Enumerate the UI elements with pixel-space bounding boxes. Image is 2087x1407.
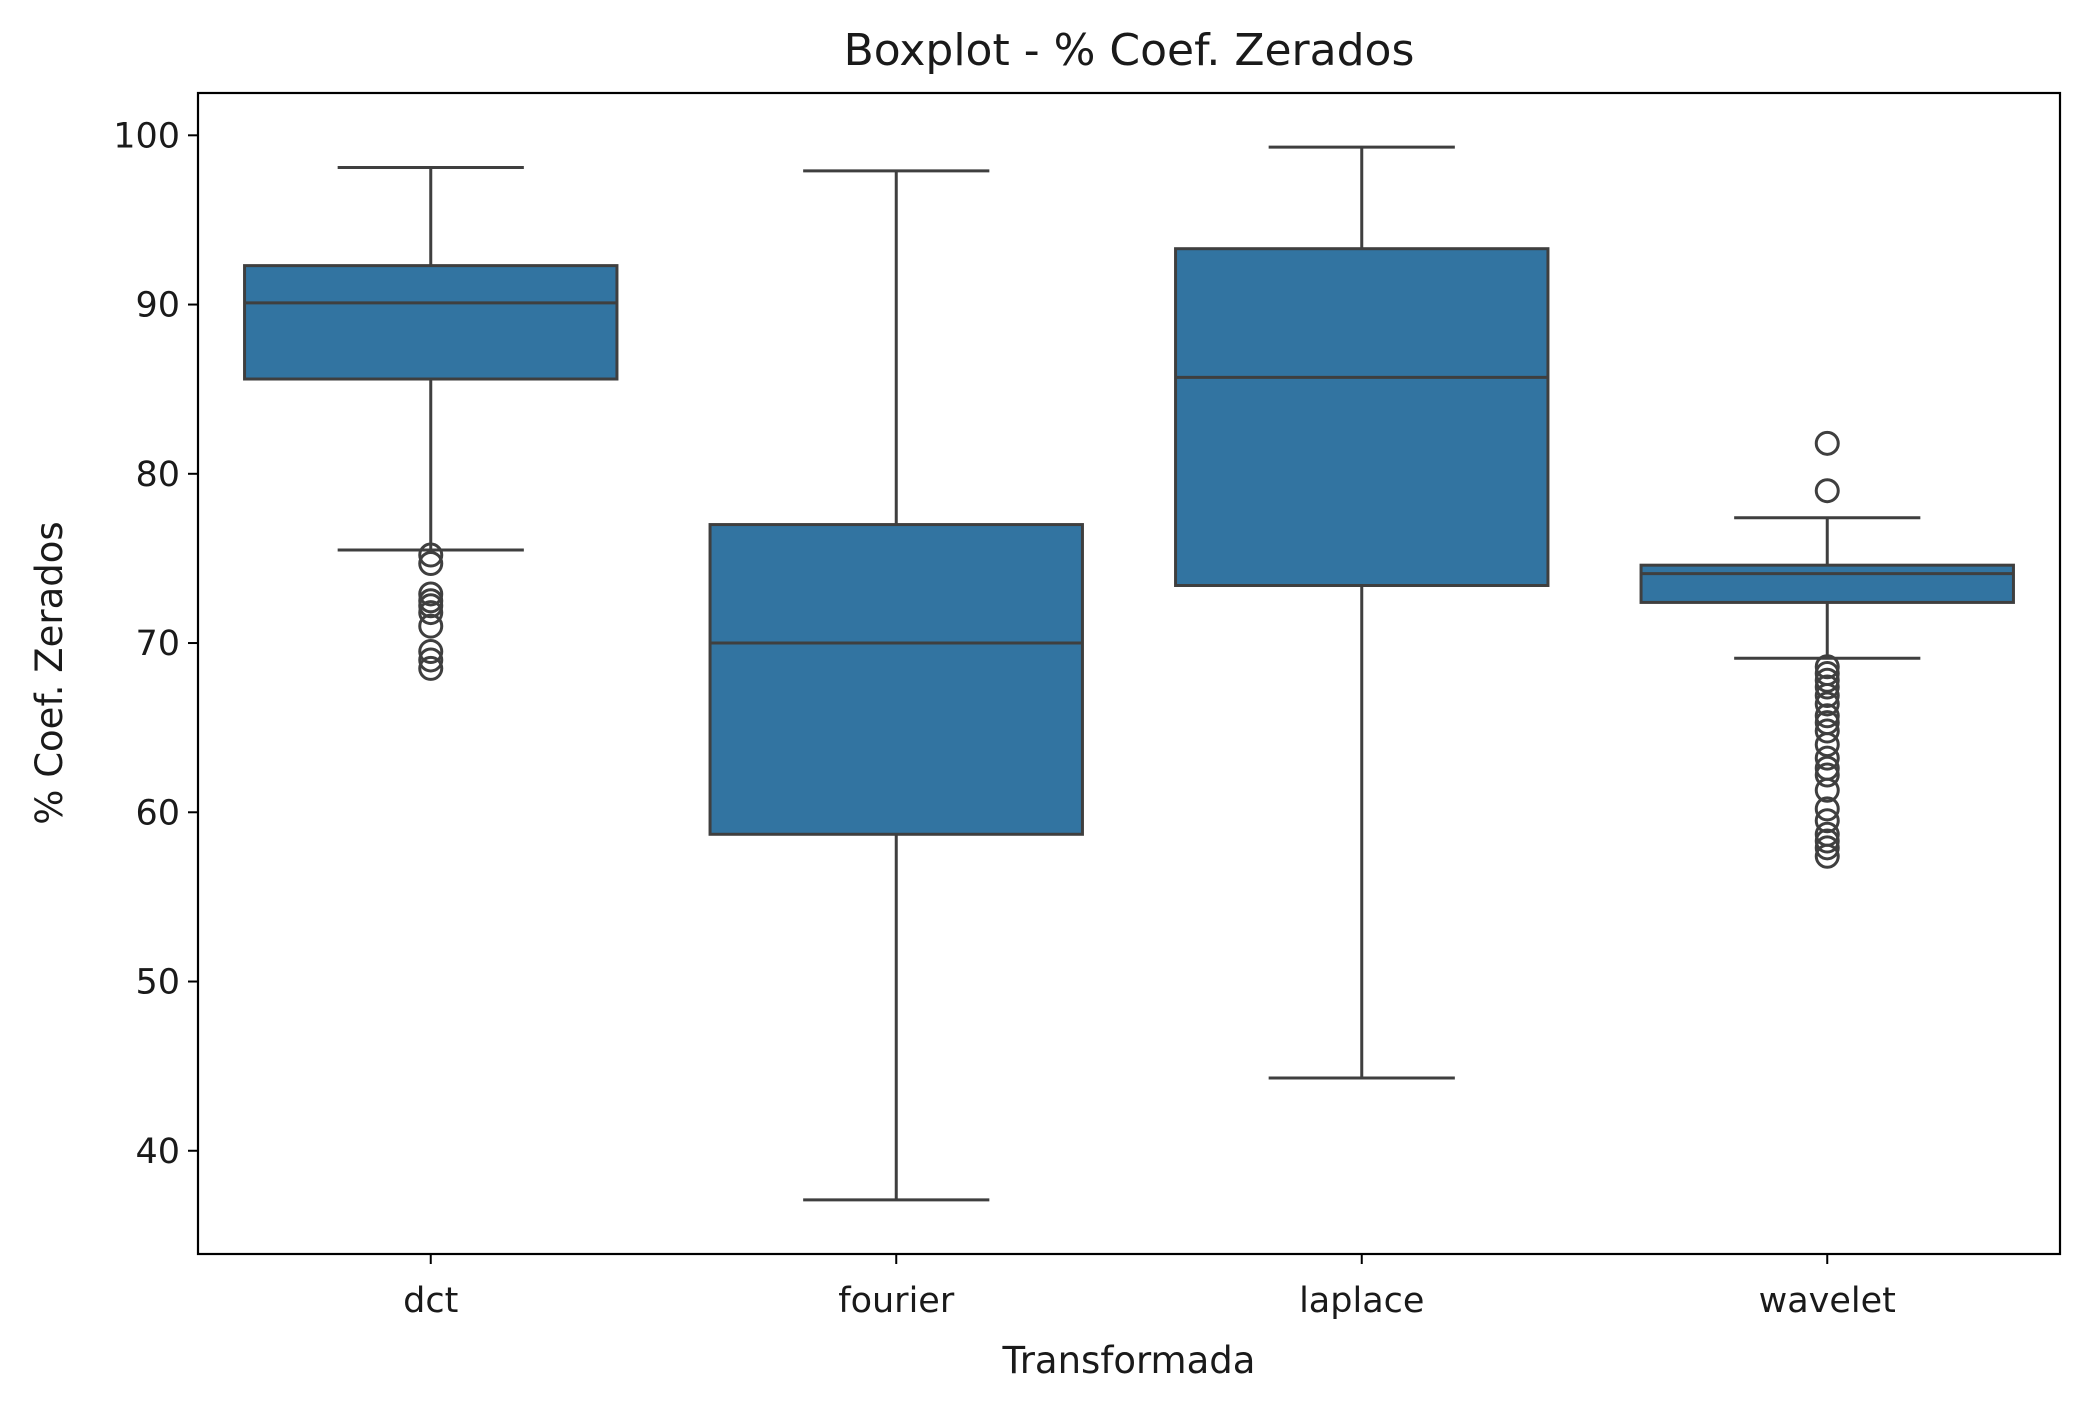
box-iqr bbox=[1639, 563, 2015, 604]
outlier-point bbox=[418, 550, 444, 576]
outlier-point bbox=[1814, 674, 1840, 700]
outlier-point bbox=[1814, 828, 1840, 854]
box-group-laplace bbox=[1174, 145, 1550, 1080]
chart-title: Boxplot - % Coef. Zerados bbox=[844, 25, 1415, 76]
outlier-point bbox=[1814, 777, 1840, 803]
outlier-point bbox=[1814, 796, 1840, 822]
x-tick-label: wavelet bbox=[1759, 1281, 1896, 1321]
x-tick-label: dct bbox=[403, 1281, 458, 1321]
outlier-point bbox=[1814, 654, 1840, 680]
outlier-point bbox=[1814, 718, 1840, 744]
outlier-point bbox=[1814, 745, 1840, 771]
y-tick-label: 40 bbox=[135, 1132, 180, 1172]
outlier-point bbox=[418, 655, 444, 681]
outlier-point bbox=[1814, 667, 1840, 693]
outlier-point bbox=[418, 581, 444, 607]
outlier-point bbox=[1814, 430, 1840, 456]
outlier-point bbox=[1814, 762, 1840, 788]
outlier-point bbox=[418, 647, 444, 673]
x-tick-label: laplace bbox=[1299, 1281, 1424, 1321]
box-iqr bbox=[708, 523, 1084, 836]
outlier-point bbox=[1814, 478, 1840, 504]
outlier-point bbox=[1814, 808, 1840, 834]
y-tick-label: 70 bbox=[135, 624, 180, 664]
y-tick-label: 100 bbox=[113, 116, 180, 156]
outlier-point bbox=[1814, 703, 1840, 729]
box-group-dct bbox=[243, 165, 619, 681]
box-group-wavelet bbox=[1639, 430, 2015, 869]
plot-area bbox=[243, 145, 2015, 1202]
y-axis: 40 50 60 70 80 90 100 bbox=[113, 116, 198, 1172]
outlier-point bbox=[418, 638, 444, 664]
outlier-point bbox=[1814, 691, 1840, 717]
x-tick-label: fourier bbox=[838, 1281, 955, 1321]
box-iqr bbox=[1174, 247, 1550, 587]
y-tick-label: 50 bbox=[135, 963, 180, 1003]
box-group-fourier bbox=[708, 169, 1084, 1202]
outlier-point bbox=[1814, 732, 1840, 758]
outlier-point bbox=[1814, 683, 1840, 709]
y-tick-label: 90 bbox=[135, 286, 180, 326]
y-tick-label: 80 bbox=[135, 455, 180, 495]
outlier-point bbox=[418, 542, 444, 568]
outlier-point bbox=[418, 593, 444, 619]
outlier-point bbox=[1814, 835, 1840, 861]
plot-frame bbox=[196, 91, 2062, 1256]
outlier-point bbox=[1814, 843, 1840, 869]
x-axis: dct fourier laplace wavelet bbox=[403, 1254, 1896, 1321]
outlier-point bbox=[418, 600, 444, 626]
outlier-point bbox=[418, 613, 444, 639]
y-tick-label: 60 bbox=[135, 793, 180, 833]
y-axis-label: % Coef. Zerados bbox=[28, 521, 71, 824]
x-axis-label: Transformada bbox=[1002, 1339, 1256, 1382]
box-iqr bbox=[243, 264, 619, 381]
